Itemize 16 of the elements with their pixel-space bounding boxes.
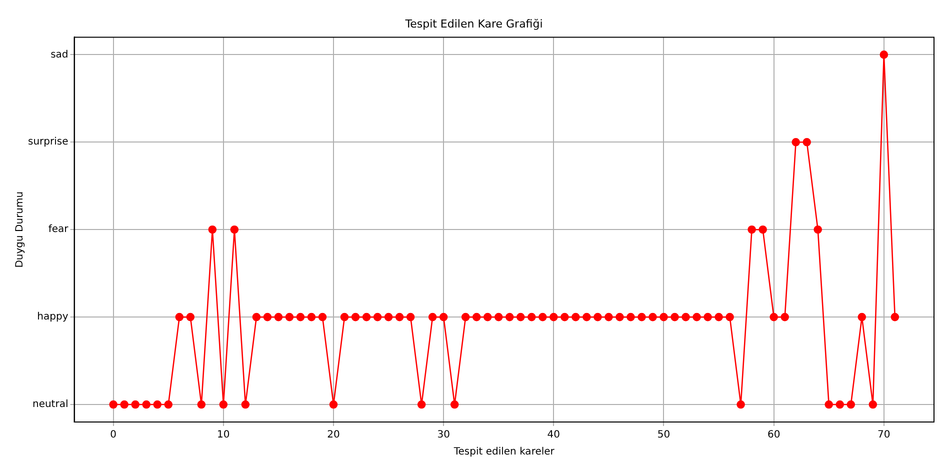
- x-tick-label: 30: [437, 430, 450, 441]
- x-tick-label: 40: [547, 430, 560, 441]
- category-label: happy: [37, 312, 68, 323]
- x-tick-label: 10: [217, 430, 230, 441]
- x-tick-label: 0: [110, 430, 117, 441]
- x-tick-label: 70: [878, 430, 890, 441]
- x-tick-label: 50: [657, 430, 670, 441]
- category-label: sad: [50, 49, 68, 60]
- x-axis-title: Tespit edilen kareler: [452, 446, 556, 458]
- y-axis-title: Duygu Durumu: [14, 191, 26, 268]
- category-label: fear: [48, 224, 68, 236]
- category-label: surprise: [28, 136, 68, 148]
- x-tick-label: 20: [327, 430, 340, 441]
- chart-title: Tespit Edilen Kare Grafiği: [404, 17, 543, 30]
- category-label: neutral: [32, 399, 68, 410]
- x-tick-label: 60: [767, 430, 780, 441]
